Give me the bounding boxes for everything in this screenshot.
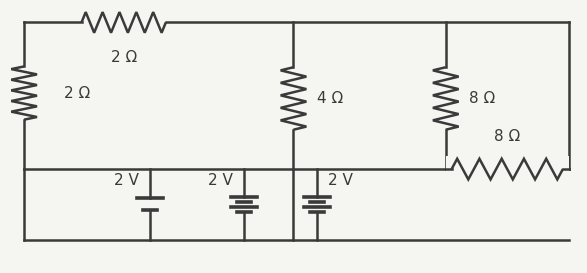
- Text: 8 Ω: 8 Ω: [494, 129, 520, 144]
- Text: 2 V: 2 V: [328, 173, 353, 188]
- Text: 2 V: 2 V: [208, 173, 232, 188]
- FancyBboxPatch shape: [446, 156, 569, 183]
- Text: 2 Ω: 2 Ω: [110, 50, 137, 65]
- Text: 4 Ω: 4 Ω: [317, 91, 343, 106]
- Text: 2 Ω: 2 Ω: [64, 85, 90, 100]
- Text: 8 Ω: 8 Ω: [469, 91, 495, 106]
- Text: 2 V: 2 V: [114, 173, 139, 188]
